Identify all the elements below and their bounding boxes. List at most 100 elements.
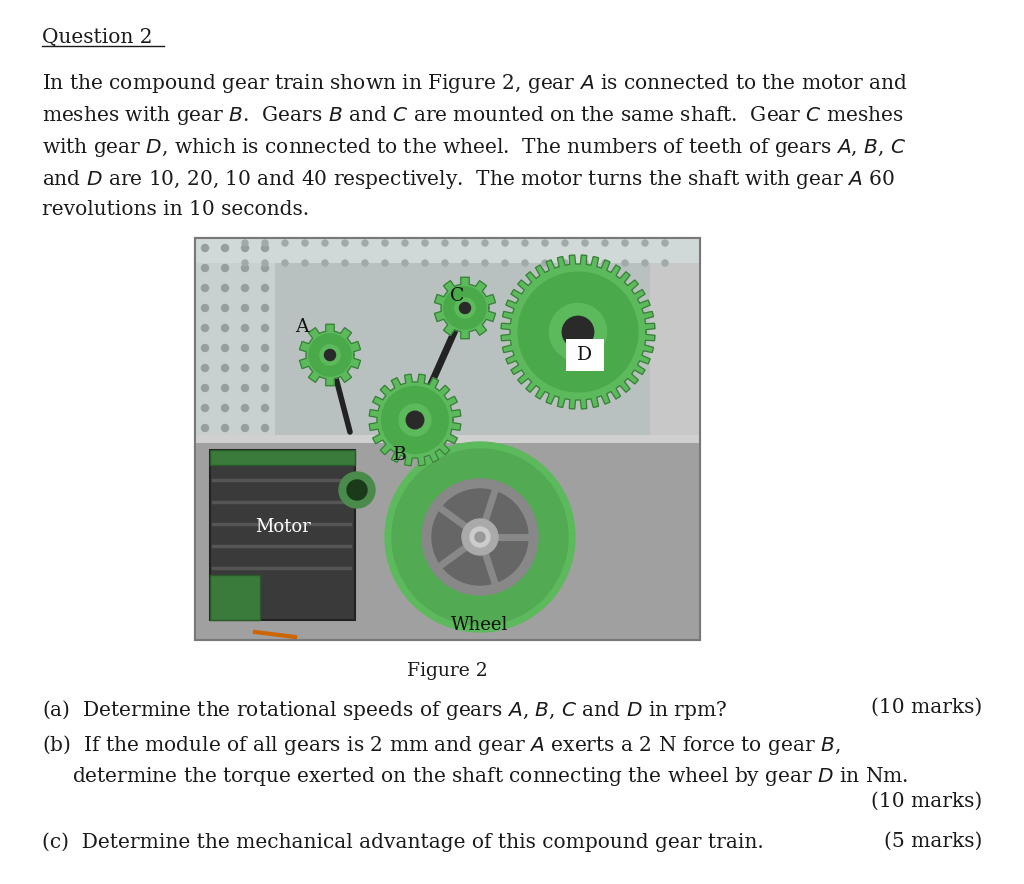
Circle shape <box>202 405 209 411</box>
Circle shape <box>347 480 367 500</box>
Circle shape <box>242 245 249 252</box>
Circle shape <box>261 364 268 371</box>
Text: Figure 2: Figure 2 <box>408 662 487 680</box>
Circle shape <box>261 424 268 431</box>
Circle shape <box>602 240 608 246</box>
Circle shape <box>432 489 528 585</box>
Circle shape <box>202 364 209 371</box>
Circle shape <box>261 405 268 411</box>
Circle shape <box>662 260 668 266</box>
Circle shape <box>302 240 308 246</box>
Bar <box>195 238 700 640</box>
Circle shape <box>399 404 431 436</box>
Circle shape <box>221 345 228 352</box>
Bar <box>210 450 355 465</box>
Circle shape <box>582 240 588 246</box>
Circle shape <box>622 240 628 246</box>
Polygon shape <box>370 374 461 466</box>
Circle shape <box>518 272 638 392</box>
Circle shape <box>261 304 268 311</box>
Text: (5 marks): (5 marks) <box>884 832 982 851</box>
Text: meshes with gear $\mathit{B}$.  Gears $\mathit{B}$ and $\mathit{C}$ are mounted : meshes with gear $\mathit{B}$. Gears $\m… <box>42 104 904 127</box>
Circle shape <box>221 364 228 371</box>
Circle shape <box>242 240 248 246</box>
Circle shape <box>502 240 508 246</box>
Circle shape <box>242 345 249 352</box>
Circle shape <box>221 385 228 392</box>
Circle shape <box>382 386 449 453</box>
Text: B: B <box>393 446 407 464</box>
Circle shape <box>221 324 228 332</box>
Circle shape <box>221 245 228 252</box>
Circle shape <box>261 245 268 252</box>
Text: (10 marks): (10 marks) <box>870 698 982 717</box>
Polygon shape <box>434 278 496 339</box>
Text: (c)  Determine the mechanical advantage of this compound gear train.: (c) Determine the mechanical advantage o… <box>42 832 764 851</box>
Text: D: D <box>578 346 593 364</box>
Circle shape <box>562 240 568 246</box>
Bar <box>195 238 275 435</box>
Circle shape <box>202 285 209 292</box>
Text: revolutions in 10 seconds.: revolutions in 10 seconds. <box>42 200 309 219</box>
Circle shape <box>402 260 408 266</box>
Circle shape <box>242 364 249 371</box>
Circle shape <box>202 385 209 392</box>
Text: determine the torque exerted on the shaft connecting the wheel by gear $\mathit{: determine the torque exerted on the shaf… <box>72 765 908 788</box>
Circle shape <box>342 260 348 266</box>
Circle shape <box>242 285 249 292</box>
Circle shape <box>402 240 408 246</box>
Circle shape <box>460 302 471 314</box>
Circle shape <box>442 260 449 266</box>
Circle shape <box>550 303 606 361</box>
Circle shape <box>455 298 475 318</box>
Circle shape <box>622 260 628 266</box>
Circle shape <box>542 260 548 266</box>
Circle shape <box>582 260 588 266</box>
Circle shape <box>385 442 575 632</box>
Circle shape <box>302 260 308 266</box>
Circle shape <box>362 260 368 266</box>
Circle shape <box>319 345 340 365</box>
Circle shape <box>470 527 490 547</box>
Circle shape <box>282 260 288 266</box>
Circle shape <box>362 240 368 246</box>
Text: Motor: Motor <box>255 517 311 536</box>
Circle shape <box>322 240 328 246</box>
Polygon shape <box>299 324 360 385</box>
Circle shape <box>221 264 228 271</box>
Circle shape <box>221 304 228 311</box>
FancyBboxPatch shape <box>566 339 604 371</box>
Circle shape <box>261 285 268 292</box>
Circle shape <box>282 240 288 246</box>
Circle shape <box>392 449 568 625</box>
Polygon shape <box>501 255 655 409</box>
Bar <box>195 238 700 435</box>
Circle shape <box>339 472 375 508</box>
Circle shape <box>262 260 268 266</box>
Text: C: C <box>450 287 464 305</box>
Text: Wheel: Wheel <box>452 616 509 634</box>
Circle shape <box>662 240 668 246</box>
Circle shape <box>221 285 228 292</box>
Circle shape <box>202 304 209 311</box>
Circle shape <box>322 260 328 266</box>
Bar <box>195 435 700 443</box>
Circle shape <box>562 260 568 266</box>
Circle shape <box>262 240 268 246</box>
Circle shape <box>422 260 428 266</box>
Circle shape <box>202 424 209 431</box>
Circle shape <box>221 405 228 411</box>
Circle shape <box>325 349 336 361</box>
Text: Question 2: Question 2 <box>42 28 153 47</box>
Circle shape <box>462 240 468 246</box>
Circle shape <box>242 424 249 431</box>
Circle shape <box>202 345 209 352</box>
Circle shape <box>342 240 348 246</box>
Circle shape <box>242 264 249 271</box>
Circle shape <box>261 345 268 352</box>
Bar <box>210 575 260 620</box>
Circle shape <box>261 385 268 392</box>
Circle shape <box>407 411 424 429</box>
Circle shape <box>242 385 249 392</box>
Circle shape <box>462 519 498 555</box>
